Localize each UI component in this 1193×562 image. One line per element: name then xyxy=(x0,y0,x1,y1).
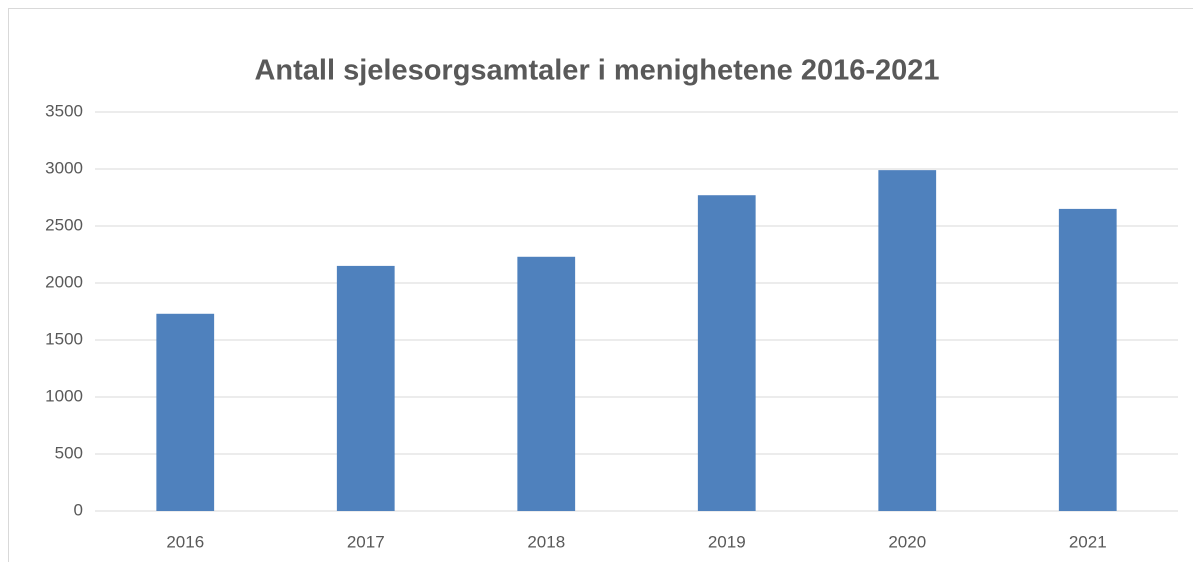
x-tick-label: 2017 xyxy=(347,532,385,551)
bar xyxy=(336,265,395,511)
x-tick-label: 2021 xyxy=(1069,532,1107,551)
x-tick-label: 2020 xyxy=(888,532,926,551)
y-tick-label: 2000 xyxy=(45,272,83,291)
y-tick-label: 1000 xyxy=(45,386,83,405)
y-tick-label: 0 xyxy=(74,500,83,519)
bar xyxy=(156,313,215,511)
x-tick-label: 2016 xyxy=(166,532,204,551)
bar xyxy=(697,195,756,511)
y-tick-label: 3500 xyxy=(45,101,83,120)
y-tick-label: 3000 xyxy=(45,158,83,177)
bar xyxy=(517,256,576,511)
chart-border xyxy=(8,8,1193,562)
bar xyxy=(878,170,937,511)
y-tick-label: 500 xyxy=(55,443,83,462)
x-tick-label: 2019 xyxy=(708,532,746,551)
bar xyxy=(1058,208,1117,511)
y-tick-label: 1500 xyxy=(45,329,83,348)
y-tick-label: 2500 xyxy=(45,215,83,234)
chart-title: Antall sjelesorgsamtaler i menighetene 2… xyxy=(254,55,939,87)
x-tick-label: 2018 xyxy=(527,532,565,551)
